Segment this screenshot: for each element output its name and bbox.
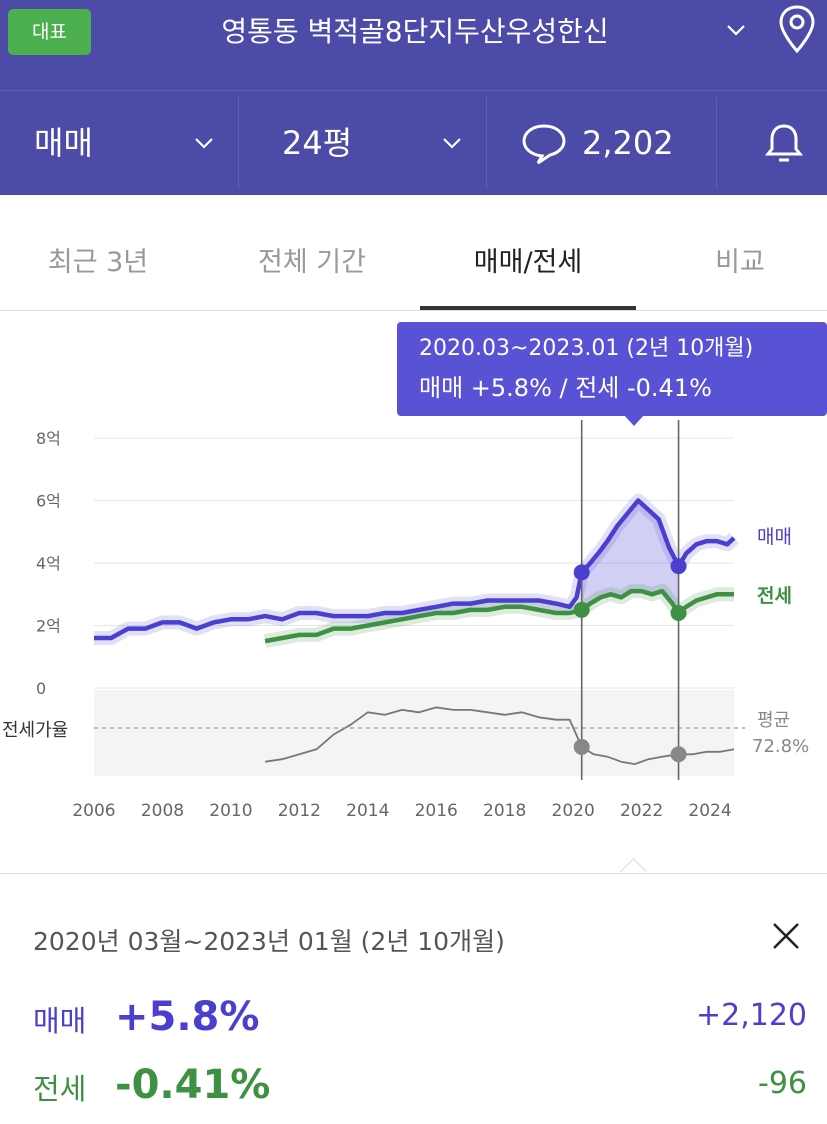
x-tick-label: 2006 [72,801,115,821]
representative-badge: 대표 [8,9,91,55]
sale-selection-marker [573,564,590,581]
ratio-band-background [94,690,734,776]
sale-selection-marker [670,558,687,575]
y-tick-label: 2억 [36,617,61,636]
active-tab-indicator [420,306,636,310]
x-tick-label: 2014 [346,801,389,821]
ratio-label: 전세가율 [2,720,68,741]
comment-count: 2,202 [582,124,674,162]
area-select[interactable]: 24평 [282,91,472,195]
chevron-down-icon [195,138,213,149]
y-tick-label: 0 [36,679,46,698]
y-tick-label: 4억 [36,554,61,573]
jeonse-label: 전세 [33,1072,87,1106]
top-app-bar: 대표 영통동 벽적골8단지두산우성한신 [0,0,827,90]
x-tick-label: 2008 [141,801,184,821]
x-tick-label: 2016 [415,801,458,821]
y-tick-label: 8억 [36,429,61,448]
trade-type-select[interactable]: 매매 [34,91,224,195]
legend-jeonse: 전세 [757,585,792,607]
sale-label: 매매 [33,1004,87,1038]
x-tick-label: 2010 [209,801,252,821]
tooltip-period: 2020.03~2023.01 (2년 10개월) [419,336,754,361]
chevron-down-icon[interactable] [724,18,748,42]
y-tick-label: 6억 [36,492,61,511]
jeonse-change-amount: -96 [758,1066,807,1101]
x-tick-label: 2018 [483,801,526,821]
tab-all-period[interactable]: 전체 기간 [258,247,366,278]
legend-sale: 매매 [757,526,792,548]
sale-series-line [94,498,736,641]
ratio-average-label: 평균 [757,710,790,731]
jeonse-selection-marker [573,601,590,618]
jeonse-change-pct: -0.41% [115,1062,271,1108]
trade-type-value: 매매 [34,124,93,162]
selection-area [581,500,679,613]
location-pin-icon[interactable] [776,4,818,56]
jeonse-selection-marker [670,605,687,621]
apartment-title[interactable]: 영통동 벽적골8단지두산우성한신 [221,15,609,48]
filter-bar: 매매 24평 2,202 [0,90,827,195]
x-tick-label: 2020 [552,801,595,821]
divider [238,97,239,189]
divider [486,97,487,189]
selection-tooltip: 2020.03~2023.01 (2년 10개월) 매매 +5.8% / 전세 … [397,322,827,416]
period-tabs: 최근 3년 전체 기간 매매/전세 비교 [0,210,827,311]
close-icon[interactable] [770,920,802,952]
tab-compare[interactable]: 비교 [715,247,765,278]
tab-sale-jeonse[interactable]: 매매/전세 [473,247,583,278]
divider [716,97,717,189]
x-tick-label: 2024 [688,801,731,821]
summary-panel: 2020년 03월~2023년 01월 (2년 10개월) 매매 +5.8% +… [0,873,827,1124]
x-tick-label: 2022 [620,801,663,821]
x-tick-label: 2012 [278,801,321,821]
bell-icon[interactable] [762,121,806,165]
chevron-down-icon [443,138,461,149]
ratio-selection-marker [573,738,590,755]
price-chart[interactable]: 8억 6억 4억 2억 0 2006 2008 2010 2012 2014 2016 2018 202… [0,420,827,840]
speech-bubble-icon [522,124,566,165]
tab-recent-3y[interactable]: 최근 3년 [47,247,149,278]
area-value: 24평 [282,124,353,162]
sale-change-pct: +5.8% [115,994,260,1040]
tooltip-arrow [624,415,644,426]
tooltip-change: 매매 +5.8% / 전세 -0.41% [419,374,712,402]
summary-period: 2020년 03월~2023년 01월 (2년 10개월) [33,927,505,956]
ratio-average-value: 72.8% [752,736,809,757]
sale-change-amount: +2,120 [695,998,807,1033]
comments-button[interactable]: 2,202 [520,91,720,195]
ratio-selection-marker [670,746,687,763]
ratio-series-line [264,706,735,765]
